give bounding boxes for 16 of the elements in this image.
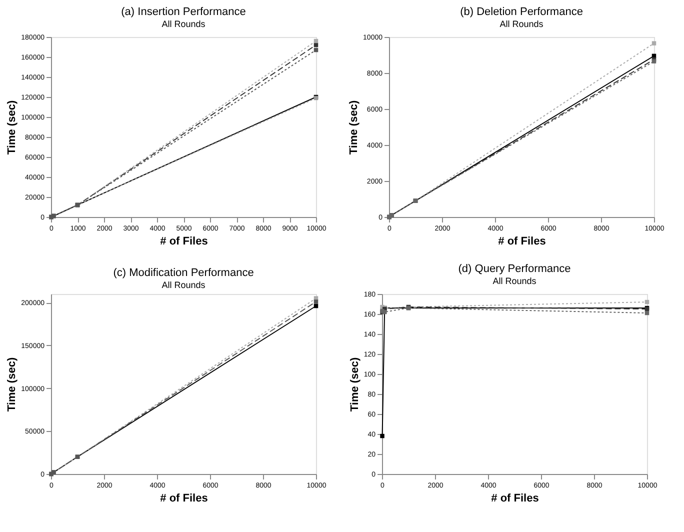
chart-title: (b) Deletion Performance	[460, 6, 583, 18]
x-axis-title: # of Files	[160, 492, 208, 504]
x-axis-title: # of Files	[498, 236, 546, 248]
chart-subtitle: All Rounds	[162, 19, 206, 29]
x-axis-title: # of Files	[160, 236, 208, 248]
chart-subtitle: All Rounds	[500, 19, 544, 29]
y-axis-title: Time (sec)	[348, 100, 360, 155]
chart-title: (a) Insertion Performance	[121, 6, 246, 18]
y-axis-title: Time (sec)	[6, 100, 18, 155]
y-axis-title: Time (sec)	[6, 357, 18, 412]
chart-title: (d) Query Performance	[458, 263, 571, 275]
y-axis-title: Time (sec)	[348, 357, 361, 412]
chart-subtitle: All Rounds	[492, 276, 537, 286]
x-axis-title: # of Files	[491, 492, 539, 504]
chart-title: (c) Modification Performance	[113, 267, 254, 279]
chart-subtitle: All Rounds	[162, 280, 206, 290]
